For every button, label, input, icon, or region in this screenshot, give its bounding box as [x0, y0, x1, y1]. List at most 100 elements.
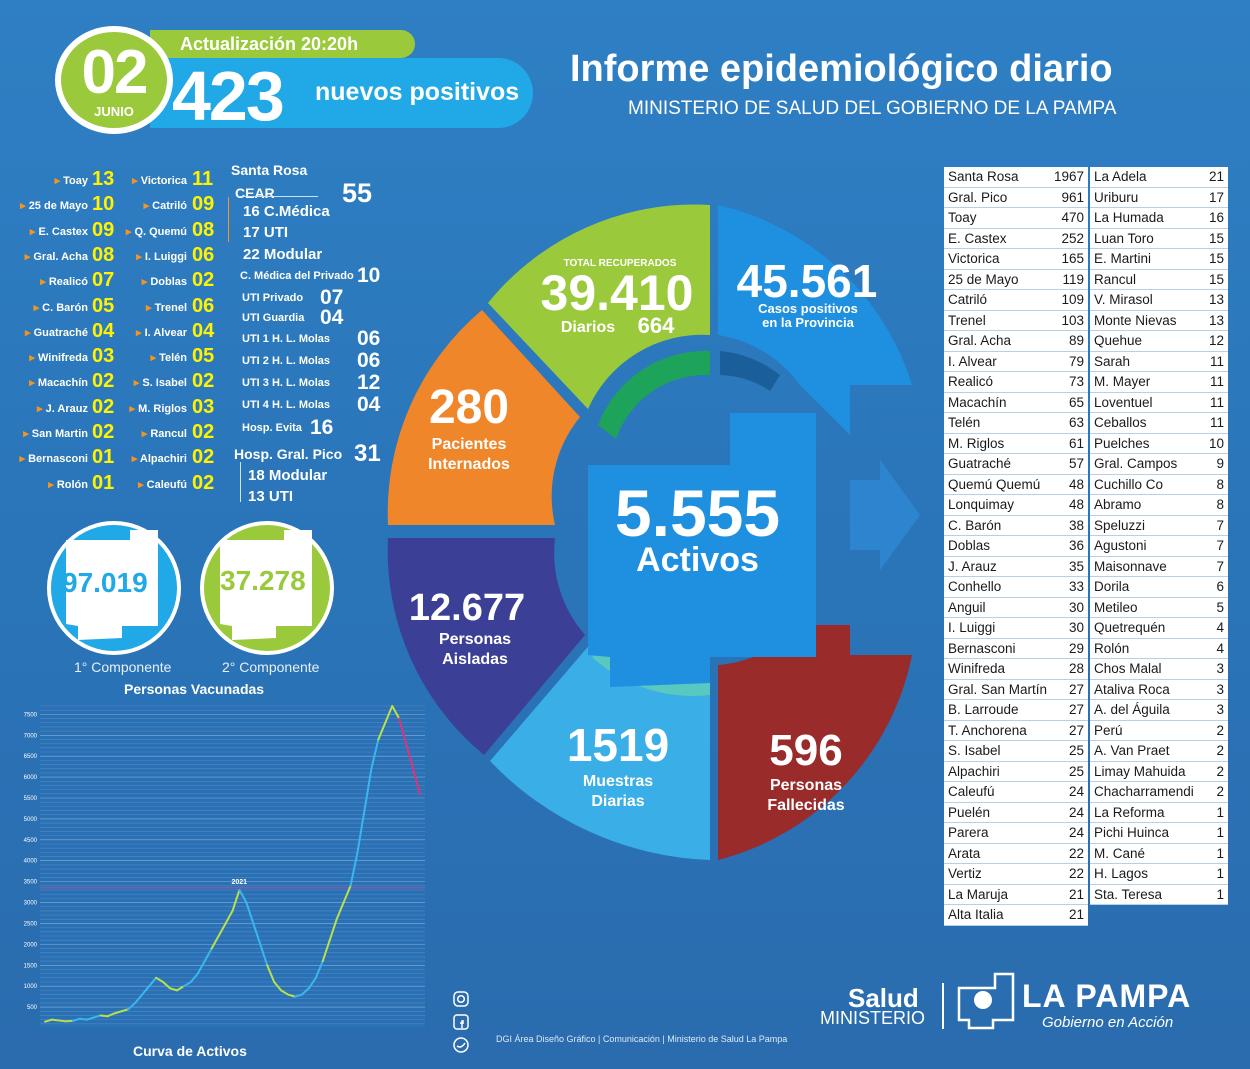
table-row: Vertiz 22: [944, 864, 1088, 885]
left-locality-name: ▸ Winifreda: [29, 352, 88, 365]
arrow-icon: ▸: [20, 200, 29, 213]
y-tick-label: 6500: [24, 754, 38, 760]
left-locality-name: ▸ Toay: [54, 175, 88, 187]
table-row: I. Luiggi 30: [944, 618, 1088, 639]
table-cell-value: 470: [1061, 210, 1084, 225]
table-row: Rancul 15: [1090, 270, 1228, 290]
left-locality-name: ▸ J. Arauz: [37, 402, 88, 415]
table-cell-value: 35: [1068, 558, 1084, 574]
instagram-icon[interactable]: [452, 990, 470, 1008]
table-cell-value: 7: [1216, 538, 1224, 553]
table-row: Alpachiri 25: [944, 762, 1088, 782]
series-segment: [203, 947, 213, 963]
daily-recovered-label: Diarios: [560, 319, 616, 336]
mid-locality-name: ▸ Doblas: [141, 276, 187, 289]
la-pampa-shield-icon: [957, 972, 1015, 1030]
uti-priv-value: 07: [320, 286, 344, 309]
arrow-icon: ▸: [125, 225, 135, 238]
table-cell-name: Sta. Teresa: [1094, 886, 1163, 902]
table-cell-name: A. Van Praet: [1094, 743, 1170, 758]
cear-label: CEAR: [235, 185, 275, 201]
table-row: S. Isabel 25: [944, 741, 1088, 762]
table-cell-value: 17: [1208, 189, 1224, 205]
recovered-title: TOTAL RECUPERADOS: [563, 258, 677, 269]
uti-value: 17: [243, 224, 260, 241]
arrow-icon: ▸: [141, 428, 151, 440]
table-row: M. Mayer 11: [1090, 372, 1228, 393]
table-cell-name: J. Arauz: [948, 558, 997, 574]
y-tick-label: 7500: [24, 712, 38, 718]
table-cell-value: 15: [1208, 230, 1224, 246]
page-title: Informe epidemiológico diario: [570, 48, 1113, 90]
new-positives-count: 423: [172, 57, 285, 135]
table-cell-value: 21: [1208, 169, 1224, 184]
table-cell-name: Conhello: [948, 579, 1002, 594]
table-row: Ceballos 11: [1090, 413, 1228, 434]
series-segment: [307, 976, 317, 990]
table-cell-name: Puelches: [1094, 435, 1150, 451]
vaccine-second-label: 2° Componente: [222, 659, 320, 675]
series-segment: [391, 705, 401, 720]
table-cell-name: Alpachiri: [948, 763, 1000, 779]
mid-locality-value: 05: [192, 345, 215, 368]
table-cell-value: 961: [1061, 189, 1084, 205]
y-tick-label: 3000: [24, 901, 38, 907]
isolated-segment: [387, 538, 585, 755]
isolated-label-1: Personas: [438, 631, 512, 648]
table-cell-value: 27: [1068, 702, 1084, 717]
table-row: La Adela 21: [1090, 167, 1228, 188]
y-tick-label: 4500: [24, 838, 38, 844]
table-row: M. Riglos 61: [944, 434, 1088, 454]
facebook-icon[interactable]: [452, 1013, 470, 1031]
arrow-icon: ▸: [33, 301, 43, 314]
date-day: 02: [81, 38, 149, 107]
table-cell-name: Luan Toro: [1094, 230, 1154, 246]
table-cell-value: 1: [1216, 804, 1224, 820]
twitter-icon[interactable]: [452, 1036, 470, 1054]
table-row: Perú 2: [1090, 721, 1228, 741]
left-locality-value: 01: [92, 471, 115, 494]
table-cell-name: Bernasconi: [948, 640, 1016, 656]
deaths-value: 596: [769, 726, 843, 775]
table-row: Uriburu 17: [1090, 188, 1228, 208]
table-cell-name: Parera: [948, 825, 989, 840]
table-cell-name: Agustoni: [1094, 538, 1147, 553]
uti-guardia-label: UTI Guardia: [242, 312, 305, 324]
series-segment: [405, 742, 415, 770]
ministerio-logo-text: MINISTERIO: [820, 1008, 926, 1028]
table-cell-value: 3: [1216, 661, 1224, 676]
series-segment: [321, 939, 331, 963]
left-locality-value: 02: [92, 421, 115, 443]
table-cell-value: 30: [1068, 599, 1084, 615]
table-row: E. Castex 252: [944, 229, 1088, 249]
series-segment: [294, 993, 303, 998]
left-locality-name: ▸ Rolón: [48, 478, 88, 491]
page-subtitle: MINISTERIO DE SALUD DEL GOBIERNO DE LA P…: [628, 98, 1117, 119]
series-segment: [280, 989, 290, 996]
mid-locality-name: ▸ Victorica: [132, 175, 187, 187]
mid-locality-value: 03: [192, 395, 215, 418]
y-tick-label: 1500: [24, 963, 38, 969]
table-cell-value: 73: [1068, 374, 1084, 389]
positives-label: Casos positivos en la Provincia: [738, 302, 878, 330]
table-cell-name: Gral. Pico: [948, 189, 1008, 205]
arrow-icon: ▸: [24, 250, 34, 263]
table-cell-name: Dorila: [1094, 579, 1130, 594]
table-row: Gral. Campos 9: [1090, 454, 1228, 475]
left-locality-value: 02: [92, 395, 115, 418]
arrow-icon: ▸: [23, 428, 32, 440]
vaccine-second-value: 37.278: [220, 565, 306, 596]
table-cell-name: Winifreda: [948, 661, 1006, 676]
left-locality-value: 03: [92, 345, 115, 368]
table-cell-name: Uriburu: [1094, 189, 1139, 205]
mid-locality-name: ▸ Caleufú: [138, 478, 187, 491]
arrow-icon: ▸: [19, 453, 29, 466]
table-cell-value: 22: [1068, 845, 1084, 861]
left-locality-name: ▸ Macachín: [29, 377, 88, 390]
table-row: Sta. Teresa 1: [1090, 885, 1228, 905]
table-cell-value: 61: [1068, 435, 1084, 451]
pico-modular-value: 18: [248, 467, 265, 484]
la-pampa-map-icon: [588, 413, 816, 687]
isolated-value: 12.677: [408, 587, 526, 629]
left-locality-value: 05: [92, 294, 115, 317]
